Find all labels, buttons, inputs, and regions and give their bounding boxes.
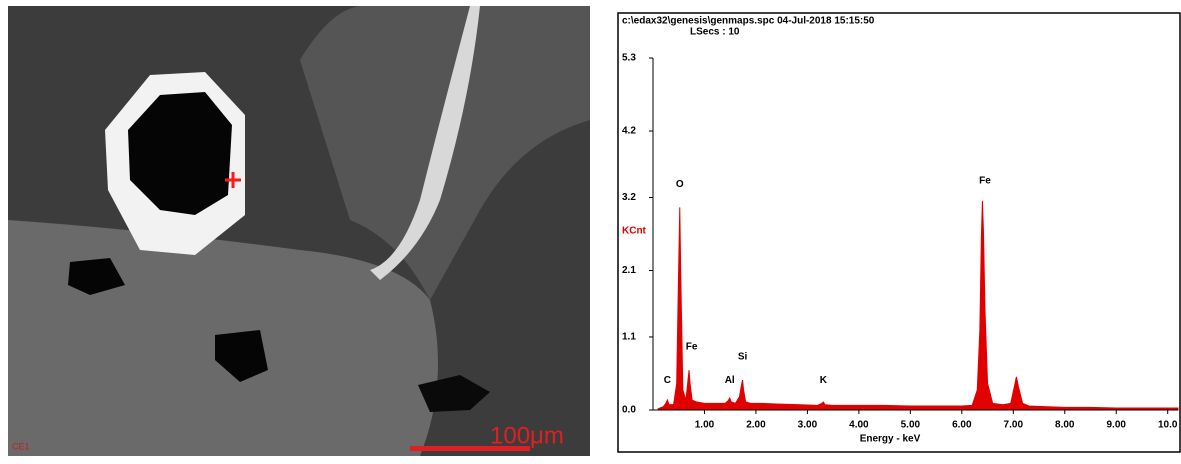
x-tick-label: 4.00 <box>849 420 869 431</box>
peak-label: Si <box>738 352 748 363</box>
scale-bar <box>410 446 530 451</box>
peak-label: K <box>820 375 828 386</box>
peak-label: Fe <box>979 176 991 187</box>
y-tick-label: 1.1 <box>622 332 636 343</box>
spectrum-frame <box>617 12 1181 453</box>
y-tick-label: 5.3 <box>622 53 636 64</box>
micrograph-label: CE1 <box>12 441 30 451</box>
y-axis-label: KCnt <box>622 226 647 237</box>
x-tick-label: 10.0 <box>1158 420 1178 431</box>
y-tick-label: 3.2 <box>622 192 636 203</box>
pore <box>68 258 125 295</box>
x-tick-label: 2.00 <box>746 420 766 431</box>
peak-label: Fe <box>686 342 698 353</box>
x-tick-label: 3.00 <box>798 420 818 431</box>
pore <box>215 330 268 382</box>
chart-subtitle: LSecs : 10 <box>690 27 740 38</box>
x-axis-label: Energy - keV <box>860 434 921 445</box>
y-tick-label: 2.1 <box>622 265 636 276</box>
spectrum-area <box>657 200 1179 411</box>
peak-label: Al <box>725 375 735 386</box>
x-tick-label: 9.00 <box>1107 420 1127 431</box>
x-tick-label: 5.00 <box>901 420 921 431</box>
y-tick-label: 4.2 <box>622 126 636 137</box>
vein <box>370 6 480 280</box>
peak-label: C <box>664 375 671 386</box>
chart-title: c:\edax32\genesis\genmaps.spc 04-Jul-201… <box>622 16 875 27</box>
x-tick-label: 6.00 <box>952 420 972 431</box>
cross-marker <box>225 172 241 188</box>
y-tick-label: 0.0 <box>622 405 636 416</box>
micrograph: 100μm CE1 <box>8 6 590 456</box>
peak-label: O <box>676 179 684 190</box>
pore <box>418 375 490 412</box>
pore <box>128 92 232 215</box>
x-tick-label: 7.00 <box>1004 420 1024 431</box>
x-tick-label: 1.00 <box>695 420 715 431</box>
x-tick-label: 8.00 <box>1055 420 1075 431</box>
scale-label: 100μm <box>490 422 564 449</box>
